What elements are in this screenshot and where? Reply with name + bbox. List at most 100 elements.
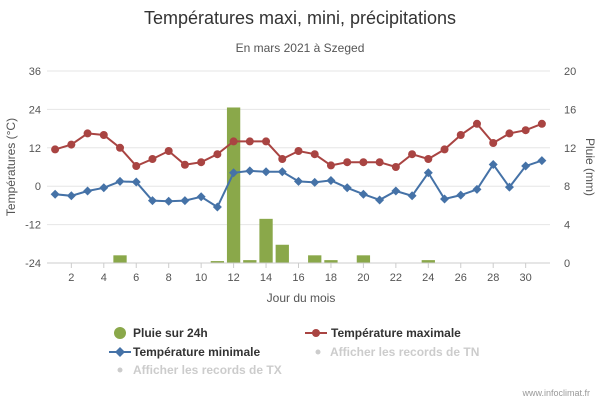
rain-bar[interactable] xyxy=(356,255,371,263)
tmin-point[interactable] xyxy=(66,191,76,201)
legend-item-tmax[interactable]: Température maximale xyxy=(305,326,461,340)
tmax-point[interactable] xyxy=(229,137,238,146)
tmin-point[interactable] xyxy=(407,191,417,201)
tmax-point[interactable] xyxy=(424,155,433,163)
tmin-point[interactable] xyxy=(115,176,125,186)
x-tick-label: 10 xyxy=(195,272,207,284)
y-right-tick-label: 4 xyxy=(564,220,570,232)
tmin-point[interactable] xyxy=(521,161,531,171)
legend-records-tn-label: Afficher les records de TN xyxy=(330,345,479,359)
tmax-point[interactable] xyxy=(375,158,384,167)
tmin-point[interactable] xyxy=(180,196,190,206)
tmin-point[interactable] xyxy=(342,183,352,193)
y-left-tick-label: 36 xyxy=(29,66,41,78)
tmax-point[interactable] xyxy=(83,129,92,138)
rain-bars xyxy=(113,107,435,263)
tmax-point[interactable] xyxy=(164,147,173,155)
tmax-point[interactable] xyxy=(310,150,319,159)
rain-bar[interactable] xyxy=(210,261,225,263)
tmin-point[interactable] xyxy=(261,167,271,177)
tmax-point[interactable] xyxy=(489,139,498,147)
tmin-point[interactable] xyxy=(294,176,303,186)
tmin-point[interactable] xyxy=(537,156,547,166)
y-left-tick-label: -24 xyxy=(25,258,41,270)
legend-tmin-label: Température minimale xyxy=(133,345,260,359)
tmax-point[interactable] xyxy=(294,147,303,155)
rain-bar[interactable] xyxy=(243,260,257,263)
tmin-point[interactable] xyxy=(164,196,174,206)
rain-bar[interactable] xyxy=(308,255,322,263)
rain-bar[interactable] xyxy=(226,107,241,263)
rain-bar[interactable] xyxy=(275,244,289,263)
tmin-point[interactable] xyxy=(456,190,466,200)
tmin-point[interactable] xyxy=(326,175,336,185)
tmin-point[interactable] xyxy=(99,183,109,193)
tmin-point[interactable] xyxy=(440,194,450,204)
y-left-tick-label: 0 xyxy=(35,181,41,193)
legend-item-tmin[interactable]: Température minimale xyxy=(109,345,260,359)
legend-tmax-label: Température maximale xyxy=(331,326,461,340)
tmin-point[interactable] xyxy=(423,168,433,178)
legend-item-records-tx[interactable]: Afficher les records de TX xyxy=(117,363,282,377)
tmax-point[interactable] xyxy=(343,158,352,167)
tmin-point[interactable] xyxy=(50,189,60,199)
y-right-tick-label: 0 xyxy=(564,258,570,270)
tmin-point[interactable] xyxy=(391,186,401,196)
tmax-point[interactable] xyxy=(472,119,481,128)
tmax-point[interactable] xyxy=(116,143,125,152)
x-tick-label: 6 xyxy=(133,272,139,284)
tmax-point[interactable] xyxy=(197,158,206,167)
tmin-point[interactable] xyxy=(277,167,287,177)
tmin-point[interactable] xyxy=(212,202,222,212)
tmin-point[interactable] xyxy=(375,195,385,205)
tmin-point[interactable] xyxy=(147,196,157,206)
legend-item-rain[interactable]: Pluie sur 24h xyxy=(114,326,208,340)
tmin-point[interactable] xyxy=(488,159,498,169)
y-right-tick-label: 20 xyxy=(564,66,576,78)
tmax-point[interactable] xyxy=(51,145,60,154)
tmax-point[interactable] xyxy=(537,119,546,128)
tmin-point[interactable] xyxy=(358,189,368,199)
tmax-point[interactable] xyxy=(391,163,400,171)
tmax-point[interactable] xyxy=(213,150,222,159)
tmax-point[interactable] xyxy=(67,140,76,149)
legend-item-records-tn[interactable]: Afficher les records de TN xyxy=(315,345,480,359)
x-tick-label: 18 xyxy=(325,272,337,284)
rain-bar[interactable] xyxy=(324,260,338,263)
y-left-tick-label: 12 xyxy=(29,143,41,155)
y-left-tick-label: 24 xyxy=(29,104,41,116)
rain-bar[interactable] xyxy=(259,218,273,263)
tmax-point[interactable] xyxy=(505,129,514,138)
tmax-point[interactable] xyxy=(456,131,465,139)
tmax-point[interactable] xyxy=(180,160,189,169)
tmin-point[interactable] xyxy=(310,177,320,187)
tmax-point[interactable] xyxy=(278,155,287,163)
tmax-point[interactable] xyxy=(440,145,449,154)
tmax-point[interactable] xyxy=(326,161,335,170)
credit-link[interactable]: www.infoclimat.fr xyxy=(521,388,590,398)
tmax-point[interactable] xyxy=(408,150,417,159)
tmin-point[interactable] xyxy=(196,192,206,202)
tmin-point[interactable] xyxy=(83,186,93,196)
tmax-point[interactable] xyxy=(359,158,368,167)
y-axis-right-title: Pluie (mm) xyxy=(583,138,597,196)
tmax-point[interactable] xyxy=(521,126,530,135)
tmin-point[interactable] xyxy=(229,168,239,178)
tmax-point[interactable] xyxy=(262,137,271,146)
legend: Pluie sur 24h Température maximale Tempé… xyxy=(109,326,479,377)
tmax-point[interactable] xyxy=(132,162,141,171)
tmin-point[interactable] xyxy=(245,166,255,176)
tmax-point[interactable] xyxy=(148,155,157,163)
legend-rain-symbol xyxy=(114,327,126,339)
legend-records-tx-symbol xyxy=(117,367,123,373)
rain-bar[interactable] xyxy=(421,260,435,263)
x-tick-label: 20 xyxy=(357,272,369,284)
rain-bar[interactable] xyxy=(113,255,127,263)
tmin-point[interactable] xyxy=(472,184,482,194)
tmax-point[interactable] xyxy=(99,131,108,139)
x-tick-label: 12 xyxy=(227,272,239,284)
legend-rain-label: Pluie sur 24h xyxy=(133,326,208,340)
tmin-point[interactable] xyxy=(504,182,514,192)
tmin-point[interactable] xyxy=(131,177,141,187)
tmax-point[interactable] xyxy=(245,137,254,146)
